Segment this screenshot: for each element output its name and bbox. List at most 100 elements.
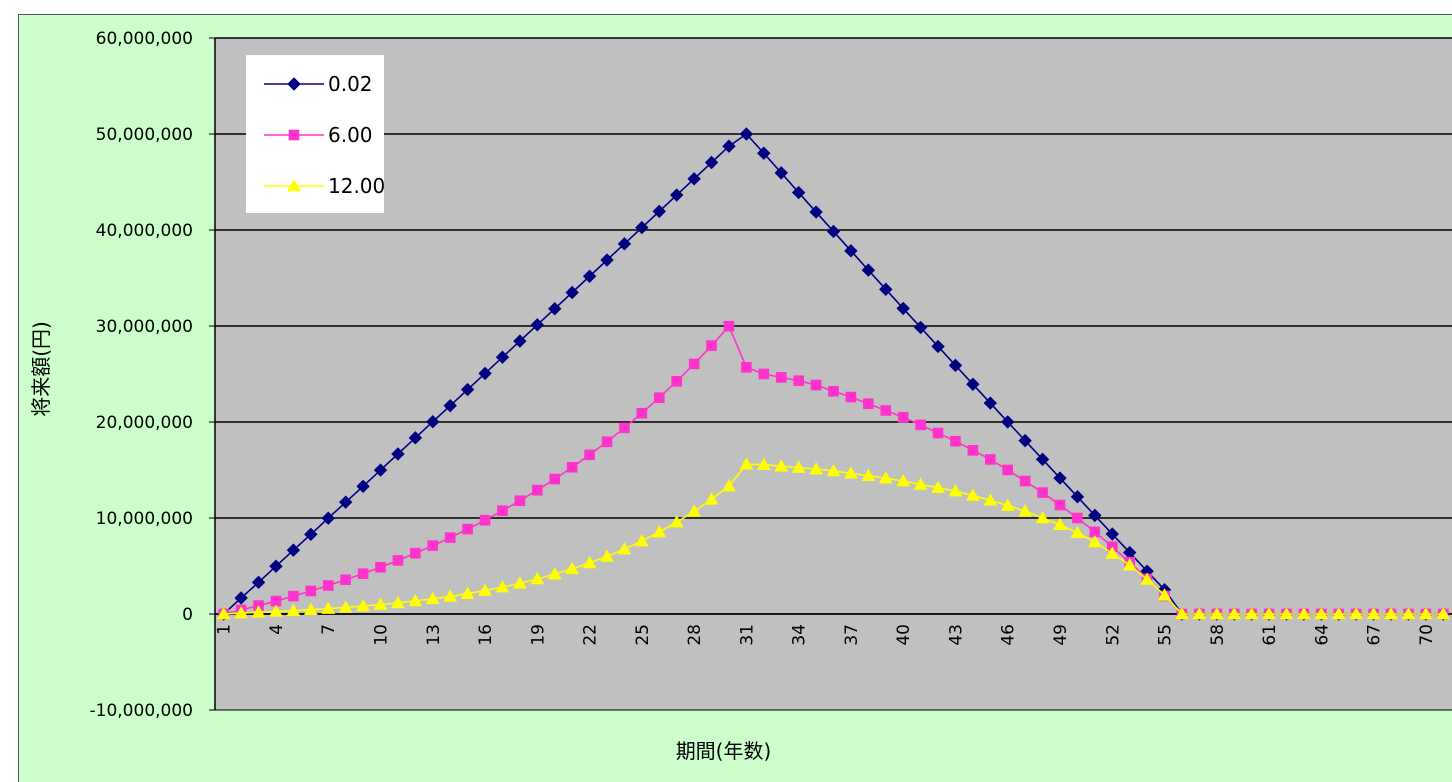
- data-point: [391, 595, 405, 609]
- data-point: [845, 391, 857, 403]
- x-tick-label: 37: [842, 624, 862, 646]
- data-point: [669, 515, 684, 528]
- data-point: [1314, 606, 1329, 620]
- data-point: [791, 460, 806, 473]
- data-point: [704, 492, 719, 505]
- x-tick-label: 7: [319, 624, 339, 635]
- data-point: [497, 505, 508, 517]
- y-tick-label: 10,000,000: [96, 509, 193, 529]
- data-point: [1384, 606, 1398, 620]
- data-point: [338, 495, 353, 509]
- data-point: [1001, 415, 1015, 429]
- legend-item: 6.00: [264, 123, 373, 147]
- data-point: [1105, 527, 1119, 541]
- data-point: [426, 415, 440, 429]
- data-point: [739, 127, 754, 141]
- data-point: [722, 479, 736, 492]
- data-point: [548, 302, 562, 316]
- data-point: [584, 449, 595, 461]
- legend-item: 12.00: [264, 174, 385, 198]
- data-point: [636, 407, 648, 419]
- data-point: [722, 139, 736, 153]
- data-point: [1037, 487, 1048, 498]
- data-point: [617, 237, 632, 251]
- data-point: [443, 398, 457, 413]
- data-point: [897, 411, 909, 423]
- data-point: [443, 589, 458, 602]
- data-point: [460, 382, 475, 397]
- x-tick-label: 61: [1260, 624, 1280, 646]
- data-point: [880, 405, 892, 416]
- data-point: [408, 593, 423, 607]
- data-point: [216, 606, 231, 620]
- data-point: [687, 172, 701, 186]
- y-tick-label: 60,000,000: [96, 29, 193, 49]
- data-point: [600, 549, 614, 562]
- legend-label: 0.02: [328, 72, 373, 96]
- legend-items: 0.02 6.00 12.00: [264, 72, 385, 198]
- data-point: [950, 435, 961, 447]
- data-point: [601, 436, 613, 448]
- data-point: [896, 301, 910, 316]
- data-point: [1331, 606, 1346, 620]
- data-point: [234, 591, 248, 605]
- data-point: [495, 580, 510, 593]
- data-point: [1088, 508, 1102, 523]
- legend[interactable]: 0.02 6.00 12.00: [246, 55, 385, 213]
- data-point: [391, 447, 405, 461]
- x-tick-label: 16: [476, 624, 496, 646]
- x-tick-label: 1: [215, 624, 235, 635]
- data-point: [966, 488, 980, 501]
- data-point: [826, 463, 841, 477]
- data-point: [566, 462, 578, 473]
- data-point: [304, 527, 318, 542]
- x-tick-label: 58: [1208, 624, 1228, 646]
- data-point: [1297, 606, 1311, 620]
- data-point: [1419, 606, 1433, 620]
- x-tick-label: 22: [581, 624, 601, 646]
- x-axis-tick-labels: 1 4 7 10 13 16 19 22 25 28 31 34 37 40 43 46 49 52 55 58 61 6…: [215, 624, 1437, 646]
- data-point: [791, 185, 806, 200]
- y-tick-label: 20,000,000: [96, 413, 193, 433]
- data-point: [479, 514, 491, 526]
- y-axis-tick-labels: 60,000,000 50,000,000 40,000,000 30,000,000…: [90, 29, 193, 721]
- data-point: [1157, 588, 1172, 601]
- data-point: [669, 188, 684, 202]
- data-point: [357, 568, 369, 579]
- data-point: [878, 471, 893, 484]
- data-point: [1227, 606, 1242, 620]
- data-point: [723, 320, 735, 332]
- data-point: [687, 504, 701, 517]
- data-point: [1401, 606, 1416, 620]
- data-point: [758, 368, 770, 380]
- data-point: [966, 377, 980, 391]
- data-point: [775, 372, 787, 383]
- data-point: [828, 385, 839, 397]
- series-triangle: [216, 457, 1451, 620]
- data-point: [826, 224, 841, 239]
- data-point: [322, 580, 334, 591]
- data-point: [513, 576, 527, 589]
- data-point: [392, 555, 404, 566]
- data-point: [1140, 572, 1154, 585]
- x-tick-label: 46: [999, 624, 1019, 646]
- data-point: [635, 220, 649, 235]
- data-point: [1175, 606, 1189, 620]
- data-point: [321, 601, 336, 614]
- data-point: [530, 318, 545, 332]
- data-point: [985, 454, 996, 465]
- data-point: [251, 605, 266, 618]
- data-point: [288, 590, 299, 602]
- x-tick-label: 55: [1156, 624, 1176, 646]
- data-point: [756, 457, 771, 471]
- data-point: [1279, 606, 1294, 620]
- data-point: [410, 547, 421, 559]
- data-point: [1000, 498, 1015, 511]
- data-point: [305, 585, 317, 597]
- plot-area[interactable]: [215, 38, 1452, 710]
- data-point: [1053, 517, 1067, 531]
- data-point: [444, 532, 456, 543]
- data-point: [1105, 546, 1120, 559]
- data-point: [863, 398, 874, 410]
